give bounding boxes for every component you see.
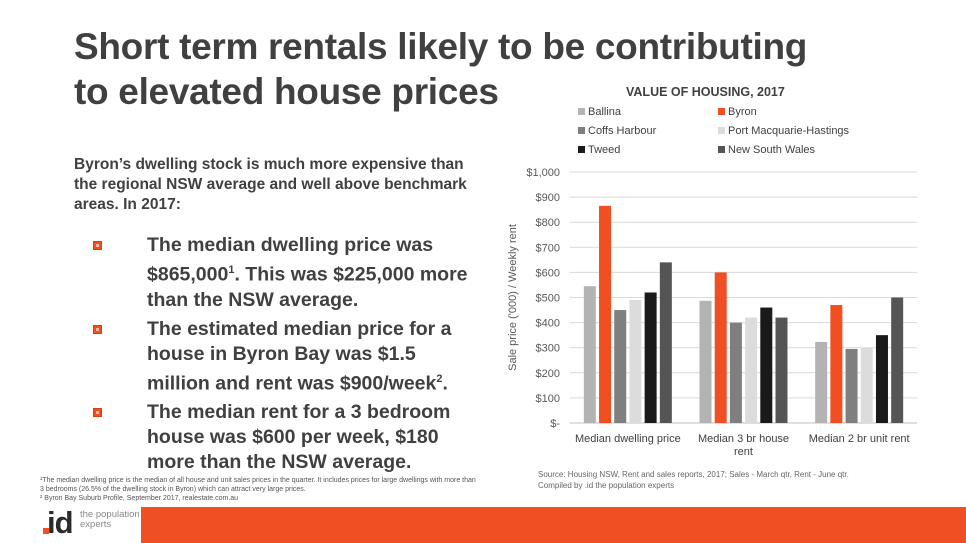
legend-swatch (578, 146, 585, 153)
legend-swatch (718, 127, 725, 134)
bar (714, 272, 727, 423)
compiled-by-text: Compiled by .id the population experts (538, 481, 675, 490)
bar (760, 307, 773, 423)
intro-text: Byron’s dwelling stock is much more expe… (74, 156, 467, 213)
legend-swatch (718, 146, 725, 153)
footnote-1: ¹The median dwelling price is the median… (40, 477, 476, 493)
y-tick-label: $100 (536, 393, 560, 405)
bar (599, 205, 612, 423)
y-tick-label: $400 (536, 318, 560, 330)
bullet-list: The median dwelling price was $865,0001.… (93, 233, 483, 479)
bullet-square-icon (93, 408, 102, 417)
bullet-item: The estimated median price for a house i… (93, 317, 483, 397)
bar (860, 347, 873, 423)
x-tick-label: rent (734, 446, 753, 458)
chart-title: VALUE OF HOUSING, 2017 (626, 85, 785, 99)
bullet-text: The median rent for a 3 bedroom house wa… (147, 401, 451, 473)
footnotes: ¹The median dwelling price is the median… (40, 476, 480, 503)
bullet-text: The median dwelling price was $865,000 (147, 234, 434, 286)
logo-dot (43, 528, 49, 534)
bullet-text-end: . This was $225,000 more than the NSW av… (147, 263, 468, 311)
x-tick-label: Median 2 br unit rent (809, 433, 910, 445)
source-text: Source: Housing NSW, Rent and sales repo… (538, 470, 849, 479)
y-tick-label: $300 (536, 343, 560, 355)
y-axis-label: Sale price ('000) / Weekly rent (507, 224, 519, 371)
legend-label: Port Macquarie-Hastings (728, 125, 850, 137)
bullet-item: The median rent for a 3 bedroom house wa… (93, 400, 483, 475)
footnote-2: ² Byron Bay Suburb Profile, September 20… (40, 495, 239, 502)
footer-accent-bar (141, 507, 966, 543)
y-tick-label: $500 (536, 293, 560, 305)
y-tick-label: $600 (536, 267, 560, 279)
bar (815, 341, 828, 423)
bar (745, 317, 758, 423)
bullet-text-end: . (442, 372, 448, 394)
legend-swatch (578, 108, 585, 115)
footnote-ref: 2 (436, 372, 443, 385)
x-tick-label: Median dwelling price (575, 433, 681, 445)
slide-title: Short term rentals likely to be contribu… (74, 26, 808, 112)
bullet-text: The estimated median price for a house i… (147, 317, 452, 395)
bar (614, 310, 627, 423)
y-tick-label: $700 (536, 242, 560, 254)
bar (775, 317, 788, 423)
y-tick-label: $- (550, 418, 560, 430)
bullet-item: The median dwelling price was $865,0001.… (93, 233, 483, 313)
bar (845, 348, 858, 423)
y-tick-label: $200 (536, 368, 560, 380)
logo-tagline: the population experts (80, 509, 140, 530)
legend-label: Coffs Harbour (588, 125, 657, 137)
bar (644, 292, 657, 423)
chart-source: Source: Housing NSW, Rent and sales repo… (538, 469, 918, 491)
y-tick-label: $800 (536, 217, 560, 229)
logo-wordmark: id (47, 505, 74, 540)
legend-label: Tweed (588, 144, 620, 156)
legend-swatch (578, 127, 585, 134)
legend-label: Ballina (588, 106, 622, 118)
bar (729, 322, 742, 423)
bullet-square-icon (93, 324, 102, 334)
y-tick-label: $1,000 (526, 167, 560, 179)
bullet-square-icon (93, 241, 102, 250)
footnote-ref: 1 (228, 264, 235, 276)
bar (629, 300, 642, 423)
y-tick-label: $900 (536, 192, 560, 204)
legend-swatch (718, 108, 725, 115)
legend-label: Byron (728, 106, 757, 118)
bar (875, 335, 888, 423)
legend-label: New South Wales (728, 144, 816, 156)
bar (830, 305, 843, 423)
bar (583, 286, 596, 423)
bar (659, 262, 672, 423)
x-tick-label: Median 3 br house (698, 433, 789, 445)
bar (699, 300, 712, 423)
bar (891, 297, 904, 423)
